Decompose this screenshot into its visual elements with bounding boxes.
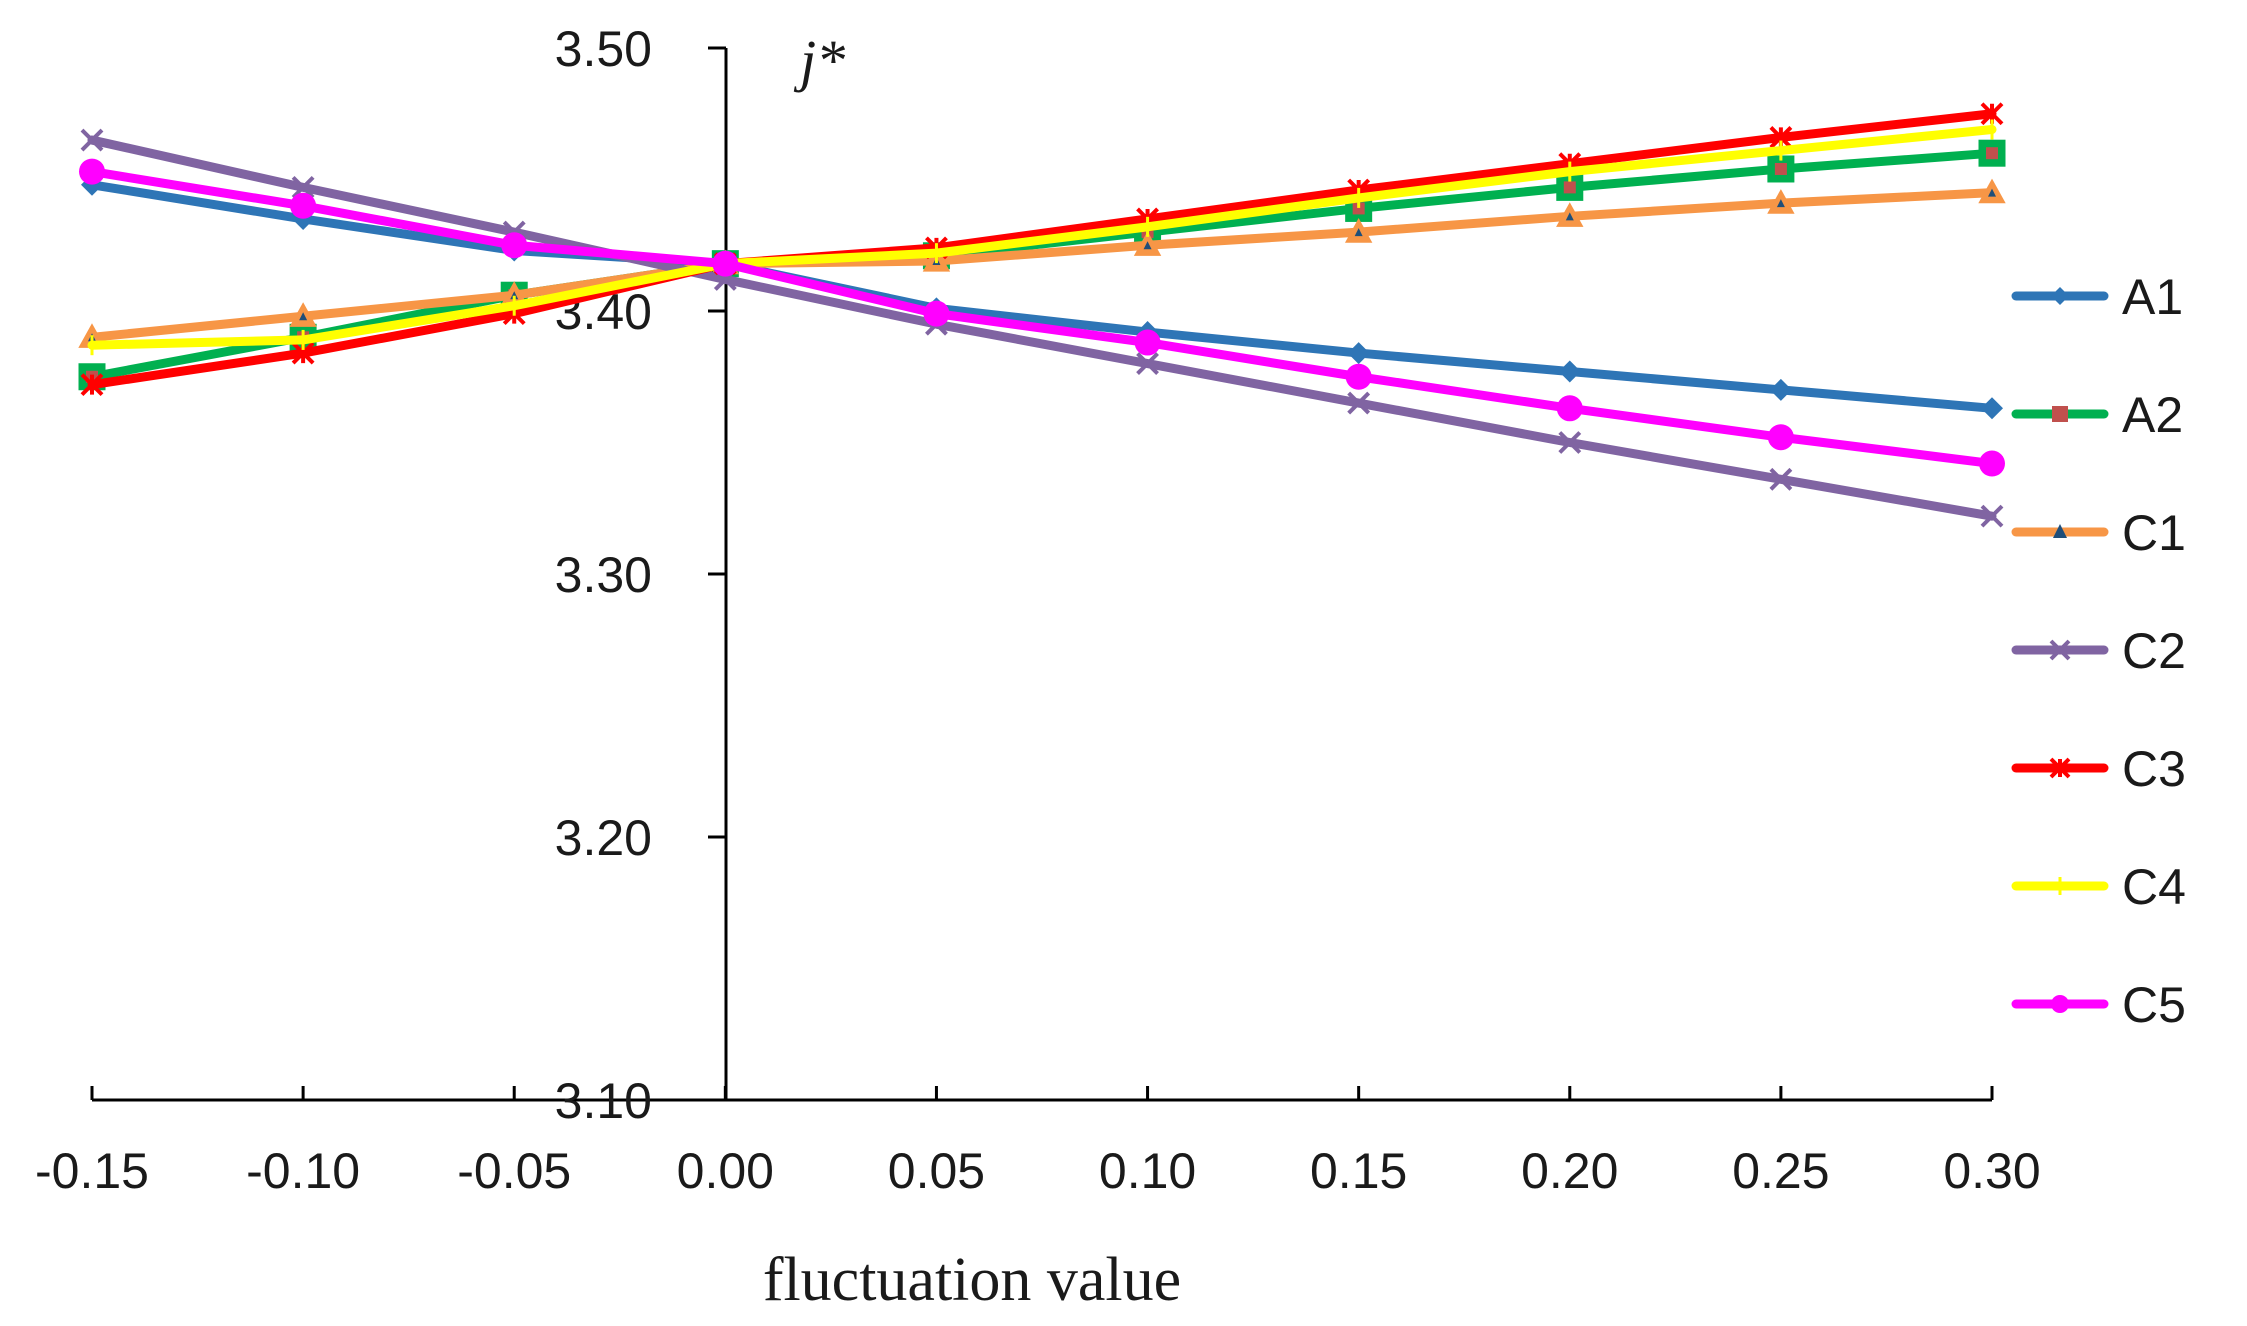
data-point-marker-inner — [1988, 188, 1996, 197]
y-tick-label: 3.50 — [555, 21, 652, 77]
x-tick-label: 0.15 — [1310, 1143, 1407, 1199]
legend-item-c4: C4 — [2011, 859, 2186, 915]
data-point-marker-inner — [510, 291, 519, 300]
legend-item-c2: C2 — [2011, 623, 2186, 679]
legend-marker — [2052, 406, 2068, 422]
x-tick-label: -0.05 — [457, 1143, 571, 1199]
series-line — [87, 180, 1997, 413]
data-point-marker — [923, 300, 950, 327]
x-tick-label: 0.00 — [677, 1143, 774, 1199]
data-point-marker-inner — [1563, 181, 1576, 194]
data-point-marker — [1978, 139, 2006, 167]
legend-label: C2 — [2122, 623, 2186, 679]
x-ticks: -0.15 -0.10 -0.05 0.00 0.05 0.10 0.15 0.20 0.25 0… — [35, 1086, 2041, 1199]
data-point-marker-inner — [1352, 202, 1365, 215]
data-point-marker-inner — [1776, 199, 1785, 208]
data-point-marker-inner — [1986, 147, 1998, 160]
x-tick-label: -0.15 — [35, 1143, 149, 1199]
legend-label: A2 — [2122, 387, 2183, 443]
data-point-marker — [1769, 467, 1793, 491]
y-tick-label: 3.20 — [555, 810, 652, 866]
data-point-marker — [1558, 360, 1581, 383]
data-point-marker — [1558, 431, 1582, 454]
y-tick-label: 3.30 — [555, 547, 652, 603]
data-point-marker — [501, 232, 528, 259]
data-point-marker — [1347, 342, 1370, 365]
legend-item-c5: C5 — [2011, 977, 2186, 1033]
data-point-marker — [79, 158, 105, 185]
data-point-marker-inner — [1565, 212, 1574, 221]
legend-label: C4 — [2122, 859, 2186, 915]
legend-marker — [2053, 524, 2067, 538]
x-tick-label: 0.25 — [1732, 1143, 1829, 1199]
data-point-marker — [1136, 352, 1159, 376]
series-c2 — [80, 128, 2004, 528]
data-point-marker-inner — [299, 312, 308, 321]
x-tick-label: 0.30 — [1943, 1143, 2040, 1199]
x-tick-label: 0.10 — [1099, 1143, 1196, 1199]
data-point-marker — [1769, 378, 1792, 401]
data-point-marker — [290, 192, 317, 219]
series-c4 — [87, 119, 1997, 356]
data-point-marker — [2049, 639, 2071, 661]
legend-label: C3 — [2122, 741, 2186, 797]
series-c5 — [79, 158, 2005, 477]
y-ticks: 3.103.203.303.403.50 — [555, 21, 726, 1129]
legend-label: A1 — [2122, 269, 2183, 325]
series-line — [87, 167, 1997, 469]
series-line — [87, 109, 1997, 390]
data-point-marker — [1347, 391, 1371, 415]
x-tick-label: -0.10 — [246, 1143, 360, 1199]
data-point-marker — [1345, 363, 1372, 390]
x-tick-label: 0.20 — [1521, 1143, 1618, 1199]
data-point-marker — [291, 175, 315, 199]
series-line — [87, 135, 1997, 521]
data-point-marker-inner — [1774, 162, 1787, 175]
x-tick-label: 0.05 — [888, 1143, 985, 1199]
legend-label: C1 — [2122, 505, 2186, 561]
x-axis-title: fluctuation value — [763, 1246, 1181, 1314]
series-lines — [78, 102, 2006, 528]
legend-label: C5 — [2122, 977, 2186, 1033]
legend-item-c1: C1 — [2011, 505, 2186, 561]
data-point-marker — [1981, 397, 2003, 420]
series-line — [87, 125, 1997, 350]
y-tick-label: 3.10 — [555, 1073, 652, 1129]
data-point-marker — [2049, 757, 2071, 779]
series-line — [87, 188, 1997, 342]
legend-item-a2: A2 — [2011, 387, 2183, 443]
data-point-marker — [80, 128, 104, 152]
data-point-marker — [1979, 450, 2005, 477]
data-point-marker — [2051, 287, 2069, 305]
data-point-marker — [712, 250, 739, 277]
data-point-marker-inner — [1143, 241, 1152, 250]
legend-item-c3: C3 — [2011, 741, 2186, 797]
legend: A1 A2 C1 C2 C3 C4 C5 — [2011, 269, 2186, 1033]
legend-item-a1: A1 — [2011, 269, 2183, 325]
data-point-marker — [1556, 395, 1583, 422]
data-point-marker — [2051, 995, 2069, 1013]
data-point-marker — [1134, 329, 1161, 356]
data-point-marker — [80, 373, 104, 397]
series-a2 — [78, 139, 2006, 391]
y-axis-title: j* — [793, 28, 845, 93]
data-point-marker — [1980, 504, 2004, 528]
data-point-marker-inner — [1354, 228, 1363, 237]
data-point-marker — [1767, 424, 1794, 451]
